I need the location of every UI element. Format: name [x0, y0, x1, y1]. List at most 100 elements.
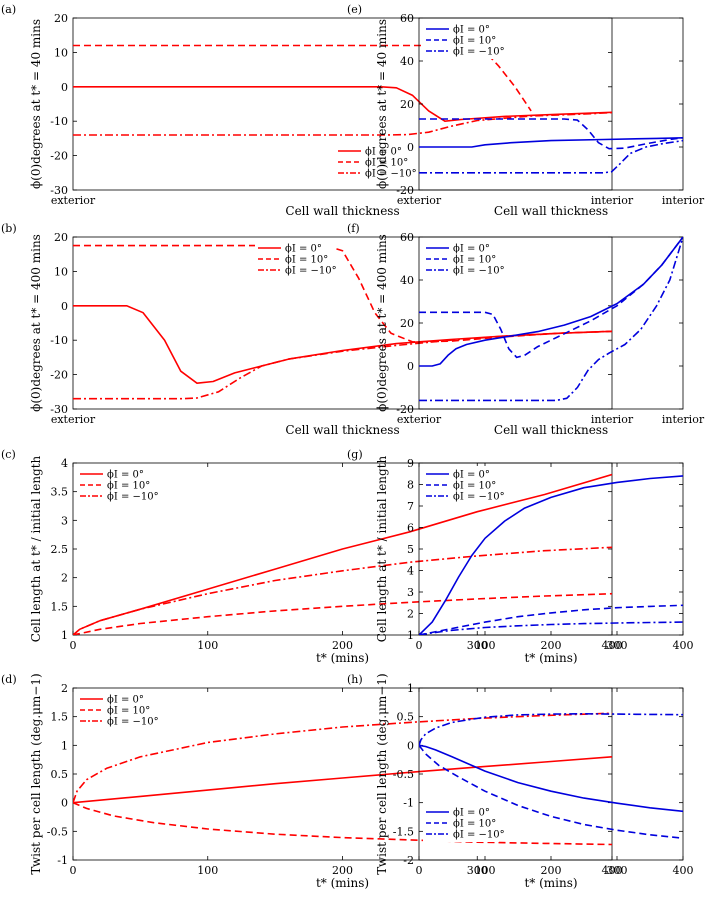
y-tick-label: 0.5: [397, 711, 415, 724]
x-tick-label: 0: [70, 864, 77, 877]
legend-entry: ϕI = 0°: [107, 695, 144, 706]
legend-entry: ϕI = −10°: [453, 830, 505, 841]
y-tick-label: 0.5: [51, 768, 69, 781]
legend-entry: ϕI = 10°: [453, 481, 496, 492]
x-axis-label: Cell wall thickness: [494, 204, 608, 218]
series-line-dashed: [419, 744, 683, 839]
y-axis-label: Twist per cell length (deg.μm−1): [29, 673, 43, 874]
plot-frame: [72, 687, 613, 861]
y-tick-label: 60: [400, 231, 414, 244]
y-tick-label: 3: [61, 514, 68, 527]
y-axis-label: Cell length at t* / initial length: [29, 455, 43, 642]
x-label-exterior: exterior: [397, 413, 442, 426]
y-axis-label: ϕ(0)degrees at t* = 40 mins: [375, 19, 389, 189]
x-tick-label: 400: [673, 639, 694, 652]
y-tick-label: 1.5: [51, 600, 69, 613]
legend-entry: ϕI = 0°: [453, 470, 490, 481]
y-tick-label: 1.5: [51, 711, 69, 724]
series-line-solid: [419, 137, 683, 148]
x-axis-label: Cell wall thickness: [285, 423, 399, 437]
series-line-dashed: [419, 604, 683, 635]
panel-label: (c): [1, 448, 16, 461]
y-tick-label: 7: [407, 500, 414, 513]
y-tick-label: 8: [407, 479, 414, 492]
x-label-exterior: exterior: [397, 194, 442, 207]
y-tick-label: -10: [50, 115, 68, 128]
x-tick-label: 0: [416, 639, 423, 652]
y-tick-label: 0: [407, 360, 414, 373]
x-tick-label: 300: [607, 639, 628, 652]
y-tick-label: 0: [61, 81, 68, 94]
x-tick-label: 300: [467, 864, 488, 877]
y-tick-label: 3.5: [51, 486, 69, 499]
y-tick-label: 2: [61, 572, 68, 585]
panel-label: (b): [1, 222, 17, 235]
x-tick-label: 400: [602, 864, 623, 877]
y-tick-label: -1.5: [393, 825, 414, 838]
y-tick-label: -2: [403, 854, 414, 867]
x-label-exterior: exterior: [51, 194, 96, 207]
series-line-dashed: [419, 118, 683, 150]
series-line-solid: [419, 237, 683, 367]
y-tick-label: 0: [407, 141, 414, 154]
x-tick-label: 0: [70, 639, 77, 652]
y-axis-label: ϕ(0)degrees at t* = 40 mins: [29, 19, 43, 189]
x-tick-label: 100: [197, 864, 218, 877]
panel-c: 1 1.5 2 2.5 3 3.5 4 0 100 200 300 400 t* (mins) Cell …: [1, 448, 623, 665]
legend-entry: ϕI = 10°: [107, 481, 150, 492]
series-line-dashdot: [73, 111, 612, 136]
x-label-interior: interior: [662, 194, 705, 207]
series-line-dashed: [73, 592, 612, 635]
series-line-dashed: [73, 801, 612, 846]
y-tick-label: 1: [407, 682, 414, 695]
x-tick-label: 100: [197, 639, 218, 652]
series-line-dashdot: [73, 712, 612, 803]
legend-entry: ϕI = 0°: [453, 244, 490, 255]
panel-label: (a): [1, 3, 16, 16]
panel-label: (h): [347, 673, 363, 686]
x-axis-label: t* (mins): [316, 876, 369, 890]
x-tick-label: 200: [332, 864, 353, 877]
y-tick-label: -10: [50, 334, 68, 347]
y-tick-label: -30: [50, 403, 68, 416]
y-tick-label: 4: [61, 457, 68, 470]
y-tick-label: 40: [400, 55, 414, 68]
y-axis-label: Twist per cell length (deg.μm−1): [375, 673, 389, 874]
legend-entry: ϕI = 10°: [365, 158, 408, 169]
plot-frame: [72, 236, 613, 410]
x-axis-label: t* (mins): [524, 876, 577, 890]
y-tick-label: 1: [407, 629, 414, 642]
y-tick-label: 5: [407, 543, 414, 556]
y-tick-label: 20: [400, 98, 414, 111]
y-tick-label: 20: [54, 231, 68, 244]
series-line-dashed: [419, 237, 683, 359]
y-tick-label: 60: [400, 12, 414, 25]
x-tick-label: 200: [541, 639, 562, 652]
y-tick-label: 3: [407, 586, 414, 599]
legend-entry: ϕI = 10°: [453, 255, 496, 266]
panel-label: (d): [1, 673, 17, 686]
panel-label: (e): [347, 3, 362, 16]
x-axis-label: t* (mins): [316, 651, 369, 665]
y-tick-label: -0.5: [393, 768, 414, 781]
y-tick-label: -1: [403, 797, 414, 810]
legend-entry: ϕI = 0°: [453, 808, 490, 819]
x-axis-label: Cell wall thickness: [494, 423, 608, 437]
y-tick-label: 2: [407, 608, 414, 621]
y-tick-label: 6: [407, 522, 414, 535]
y-tick-label: 0: [61, 300, 68, 313]
x-tick-label: 400: [673, 864, 694, 877]
x-label-interior: interior: [591, 413, 634, 426]
y-tick-label: 2.5: [51, 543, 69, 556]
y-axis-label: ϕ(0)degrees at t* = 400 mins: [29, 234, 43, 412]
series-line-solid: [419, 475, 683, 635]
x-tick-label: 200: [332, 639, 353, 652]
legend-entry: ϕI = 10°: [107, 706, 150, 717]
y-tick-label: 2: [61, 682, 68, 695]
legend-entry: ϕI = 0°: [365, 147, 402, 158]
